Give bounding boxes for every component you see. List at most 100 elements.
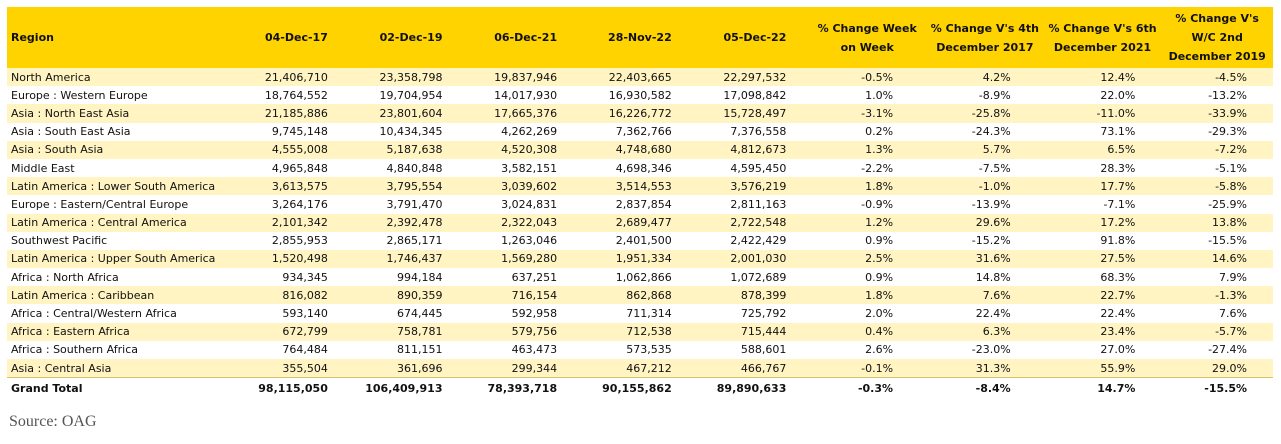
- table-row: Middle East 4,965,848 4,840,848 3,582,151 4,…: [7, 158, 1273, 178]
- value-cell-05-dec-22: 466,767: [693, 359, 809, 378]
- region-cell: Africa : North Africa: [7, 268, 236, 287]
- value-cell-02-dec-19: 2,392,478: [349, 213, 465, 232]
- value-cell-28-nov-22: 2,837,854: [579, 195, 694, 214]
- value-cell-pct-vs-2021: 91.8%: [1043, 231, 1162, 250]
- value-cell-28-nov-22: 4,748,680: [579, 140, 694, 159]
- value-cell-pct-vs-2019: 29.0%: [1161, 359, 1273, 378]
- value-cell-02-dec-19: 23,801,604: [349, 104, 465, 123]
- value-cell-pct-vs-2019: -5.7%: [1161, 322, 1273, 341]
- value-cell-pct-vs-2019: 14.6%: [1161, 249, 1273, 269]
- table-row: Asia : South East Asia 9,745,148 10,434,34…: [7, 122, 1273, 141]
- region-cell: Latin America : Central America: [7, 213, 236, 232]
- value-cell-06-dec-21: 3,024,831: [464, 195, 580, 214]
- value-cell-28-nov-22: 16,930,582: [579, 86, 694, 105]
- value-cell-pct-vs-2019: -33.9%: [1161, 104, 1273, 123]
- value-cell-pct-vs-2021: 22.4%: [1043, 304, 1162, 323]
- value-cell-06-dec-21: 17,665,376: [464, 104, 580, 123]
- region-cell: Latin America : Lower South America: [7, 177, 236, 196]
- region-cell: Middle East: [7, 158, 236, 178]
- column-header-05-dec-22: 05-Dec-22: [693, 7, 809, 68]
- value-cell-pct-week-on-week: -2.2%: [808, 158, 927, 178]
- value-cell-pct-vs-2017: -8.9%: [926, 86, 1044, 105]
- value-cell-pct-vs-2021: 17.2%: [1043, 213, 1162, 232]
- value-cell-04-dec-17: 672,799: [235, 322, 350, 341]
- value-cell-06-dec-21: 2,322,043: [464, 213, 580, 232]
- value-cell-02-dec-19: 361,696: [349, 359, 465, 378]
- table-row: Europe : Western Europe 18,764,552 19,704,…: [7, 86, 1273, 105]
- table-row: Asia : South Asia 4,555,008 5,187,638 4,520…: [7, 140, 1273, 159]
- capacity-table: Region 04-Dec-17 02-Dec-19 06-Dec-21 28-Nov-…: [7, 7, 1273, 399]
- region-cell: Europe : Western Europe: [7, 86, 236, 105]
- value-cell-28-nov-22: 1,951,334: [579, 249, 694, 269]
- value-cell-pct-week-on-week: 0.9%: [808, 231, 927, 250]
- column-header-04-dec-17: 04-Dec-17: [235, 7, 350, 68]
- column-header-pct-week-on-week: % Change Week on Week: [808, 7, 927, 68]
- value-cell-04-dec-17: 1,520,498: [235, 249, 350, 269]
- column-header-pct-vs-2021: % Change V's 6th December 2021: [1043, 7, 1162, 68]
- value-cell-28-nov-22: 3,514,553: [579, 177, 694, 196]
- value-cell-28-nov-22: 573,535: [579, 340, 694, 359]
- grand-total-pct-vs-2019: -15.5%: [1161, 377, 1273, 399]
- value-cell-06-dec-21: 4,520,308: [464, 140, 580, 159]
- grand-total-pct-week-on-week: -0.3%: [808, 377, 927, 399]
- value-cell-pct-vs-2021: 17.7%: [1043, 177, 1162, 196]
- value-cell-pct-vs-2021: 23.4%: [1043, 322, 1162, 341]
- value-cell-04-dec-17: 4,965,848: [235, 158, 350, 178]
- value-cell-pct-vs-2019: -1.3%: [1161, 286, 1273, 305]
- table-header-row: Region 04-Dec-17 02-Dec-19 06-Dec-21 28-Nov-…: [7, 7, 1273, 68]
- region-cell: Asia : North East Asia: [7, 104, 236, 123]
- region-cell: Asia : South Asia: [7, 140, 236, 159]
- value-cell-pct-vs-2019: 13.8%: [1161, 213, 1273, 232]
- value-cell-pct-vs-2017: 6.3%: [926, 322, 1044, 341]
- value-cell-pct-vs-2017: 31.6%: [926, 249, 1044, 269]
- value-cell-pct-vs-2019: -4.5%: [1161, 68, 1273, 87]
- value-cell-pct-week-on-week: 0.4%: [808, 322, 927, 341]
- grand-total-pct-vs-2021: 14.7%: [1043, 377, 1162, 399]
- value-cell-pct-week-on-week: -0.9%: [808, 195, 927, 214]
- value-cell-pct-week-on-week: 2.5%: [808, 249, 927, 269]
- value-cell-pct-vs-2019: -5.1%: [1161, 158, 1273, 178]
- value-cell-05-dec-22: 2,722,548: [693, 213, 809, 232]
- value-cell-pct-vs-2017: -15.2%: [926, 231, 1044, 250]
- value-cell-pct-vs-2019: 7.6%: [1161, 304, 1273, 323]
- value-cell-pct-vs-2017: 5.7%: [926, 140, 1044, 159]
- grand-total-06-dec-21: 78,393,718: [464, 377, 580, 399]
- value-cell-28-nov-22: 711,314: [579, 304, 694, 323]
- value-cell-pct-vs-2019: -15.5%: [1161, 231, 1273, 250]
- value-cell-02-dec-19: 890,359: [349, 286, 465, 305]
- region-cell: North America: [7, 68, 236, 87]
- table-row: Africa : Central/Western Africa 593,140 67…: [7, 304, 1273, 323]
- value-cell-02-dec-19: 5,187,638: [349, 140, 465, 159]
- column-header-02-dec-19: 02-Dec-19: [349, 7, 465, 68]
- value-cell-06-dec-21: 4,262,269: [464, 122, 580, 141]
- table-row: Latin America : Central America 2,101,342…: [7, 213, 1273, 232]
- value-cell-05-dec-22: 878,399: [693, 286, 809, 305]
- value-cell-pct-vs-2021: 73.1%: [1043, 122, 1162, 141]
- value-cell-06-dec-21: 716,154: [464, 286, 580, 305]
- value-cell-02-dec-19: 10,434,345: [349, 122, 465, 141]
- value-cell-05-dec-22: 4,595,450: [693, 158, 809, 178]
- value-cell-28-nov-22: 862,868: [579, 286, 694, 305]
- value-cell-pct-vs-2017: 7.6%: [926, 286, 1044, 305]
- table-row: North America 21,406,710 23,358,798 19,837,…: [7, 68, 1273, 87]
- value-cell-06-dec-21: 299,344: [464, 359, 580, 378]
- grand-total-05-dec-22: 89,890,633: [693, 377, 809, 399]
- region-cell: Latin America : Caribbean: [7, 286, 236, 305]
- value-cell-pct-vs-2021: -7.1%: [1043, 195, 1162, 214]
- region-cell: Latin America : Upper South America: [7, 249, 236, 269]
- value-cell-pct-week-on-week: 0.9%: [808, 268, 927, 287]
- value-cell-05-dec-22: 7,376,558: [693, 122, 809, 141]
- value-cell-02-dec-19: 994,184: [349, 268, 465, 287]
- grand-total-02-dec-19: 106,409,913: [349, 377, 465, 399]
- value-cell-pct-vs-2017: 31.3%: [926, 359, 1044, 378]
- value-cell-pct-vs-2021: -11.0%: [1043, 104, 1162, 123]
- value-cell-06-dec-21: 592,958: [464, 304, 580, 323]
- value-cell-05-dec-22: 2,811,163: [693, 195, 809, 214]
- column-header-pct-vs-2017: % Change V's 4th December 2017: [926, 7, 1044, 68]
- value-cell-04-dec-17: 3,613,575: [235, 177, 350, 196]
- value-cell-06-dec-21: 579,756: [464, 322, 580, 341]
- value-cell-pct-vs-2017: -24.3%: [926, 122, 1044, 141]
- value-cell-28-nov-22: 712,538: [579, 322, 694, 341]
- column-header-region: Region: [7, 7, 236, 68]
- value-cell-28-nov-22: 2,401,500: [579, 231, 694, 250]
